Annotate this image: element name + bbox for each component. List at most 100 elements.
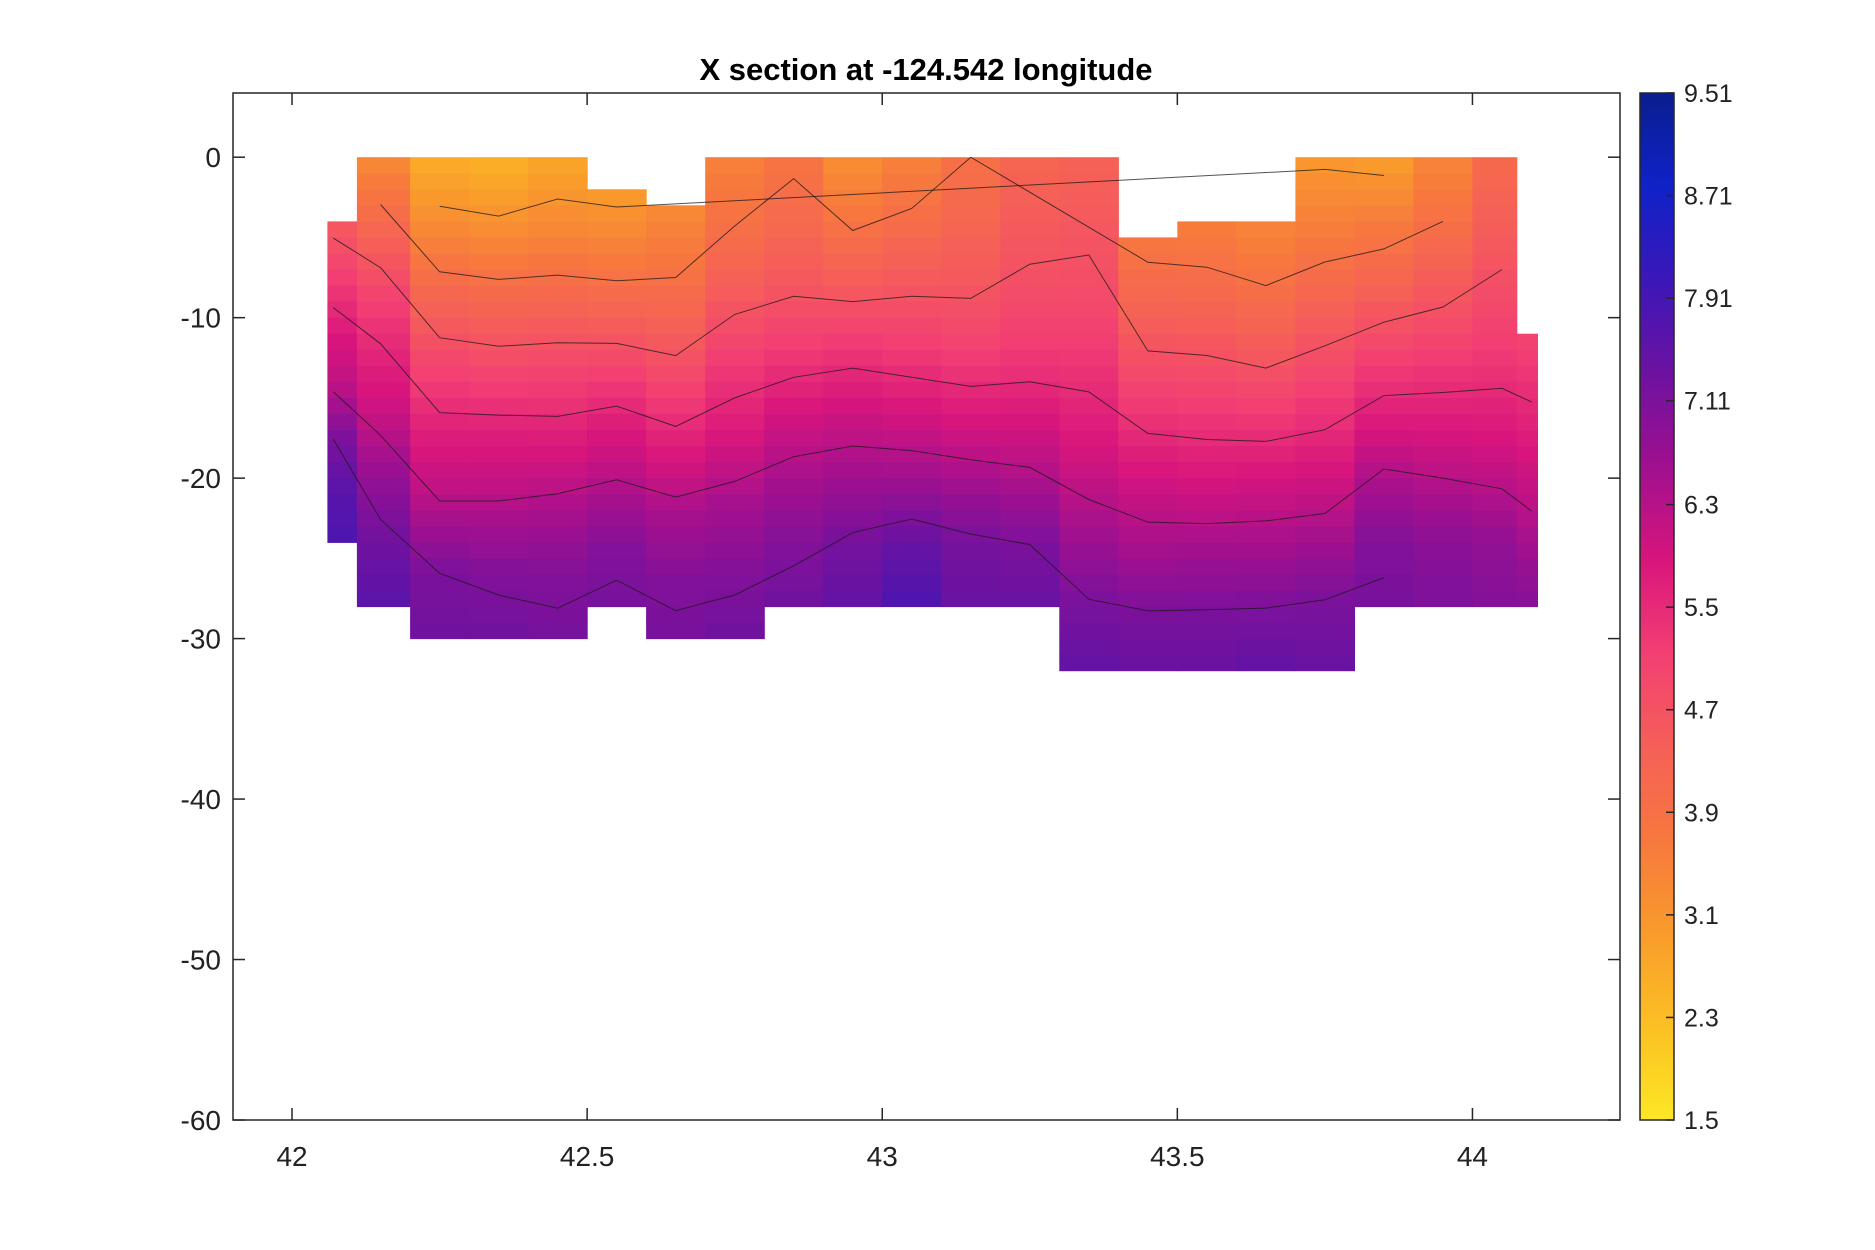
heat-cell [1177,494,1237,511]
heat-cell [587,542,647,559]
heat-cell [410,189,470,206]
heat-cell [823,413,883,431]
heat-cell [646,494,706,511]
heat-cell [1472,205,1518,222]
heat-cell [705,430,765,447]
heat-cell [823,510,883,527]
heat-cell [587,526,647,543]
heat-cell [356,189,411,206]
heat-cell [1295,189,1355,206]
heat-cell [327,269,358,287]
chart-title: X section at -124.542 longitude [699,52,1152,87]
heat-cell [1059,205,1119,222]
heat-cell [327,397,358,415]
heat-cell [764,173,824,190]
heat-cell [1354,526,1414,543]
heat-cell [1472,510,1518,527]
heat-cell [823,494,883,511]
heat-cell [1295,173,1355,190]
heat-cell [1118,333,1178,351]
heat-cell [410,301,470,319]
heat-cell [469,381,529,399]
heat-cell [1000,317,1060,335]
heat-cell [1413,558,1473,575]
heat-cell [1236,510,1296,527]
heat-cell [1472,189,1518,206]
heat-cell [1118,269,1178,287]
heat-cell [1413,365,1473,383]
heat-cell [410,542,470,559]
heat-cell [1177,381,1237,399]
heat-cell [1472,157,1518,174]
heat-cell [469,574,529,591]
y-tick-label: -50 [181,945,221,976]
heat-cell [646,542,706,559]
heat-cell [1059,558,1119,575]
heat-cell [941,478,1001,495]
heat-cell [1177,542,1237,559]
heat-cell [1295,590,1355,608]
heat-cell [882,397,942,415]
heat-cell [882,317,942,335]
heat-cell [1413,430,1473,447]
heat-cell [1000,542,1060,559]
heat-cell [1236,285,1296,303]
heat-cell [646,221,706,238]
heat-cell [356,157,411,174]
heat-cell [356,446,411,463]
heat-cell [705,237,765,254]
heat-cell [882,590,942,608]
heat-cell [1413,413,1473,431]
heat-cell [410,253,470,271]
heat-cell [410,205,470,222]
heat-cell [764,301,824,319]
heat-cell [941,333,1001,351]
heat-cell [941,381,1001,399]
heat-cell [410,317,470,335]
heat-cell [410,157,470,174]
contour-line [332,307,1532,442]
heat-cell [356,574,411,591]
heat-cell [1236,413,1296,431]
heat-cell [1472,221,1518,238]
heat-cell [1000,478,1060,495]
heat-cell [823,397,883,415]
heat-cell [1118,638,1178,656]
heat-cell [356,478,411,495]
heat-cell [764,285,824,303]
heat-cell [1118,462,1178,479]
heat-cell [823,221,883,238]
heat-cell [646,574,706,591]
heat-cell [327,333,358,351]
heat-cell [327,221,358,238]
heat-cell [410,510,470,527]
heat-cell [941,221,1001,238]
heat-cell [356,205,411,222]
heat-cell [1354,269,1414,287]
heat-cell [1354,478,1414,495]
x-tick-label: 42 [276,1141,307,1172]
heat-cell [646,333,706,351]
heat-cell [356,269,411,287]
heat-cell [1295,349,1355,367]
heat-cell [1472,494,1518,511]
heat-cell [1177,317,1237,335]
heat-cell [882,333,942,351]
heat-cell [1177,606,1237,624]
heat-cell [1516,590,1538,608]
heat-cell [1295,301,1355,319]
heat-cell [1059,606,1119,624]
heat-cell [941,510,1001,527]
heat-cell [764,253,824,271]
heat-cell [1413,494,1473,511]
heat-cell [1118,237,1178,254]
heat-cell [646,381,706,399]
heat-cell [1354,237,1414,254]
heat-cell [469,446,529,463]
heat-cell [410,413,470,431]
heat-cell [587,285,647,303]
heat-cell [941,205,1001,222]
heat-cell [587,462,647,479]
contour-line [332,438,1385,612]
heat-cell [705,333,765,351]
